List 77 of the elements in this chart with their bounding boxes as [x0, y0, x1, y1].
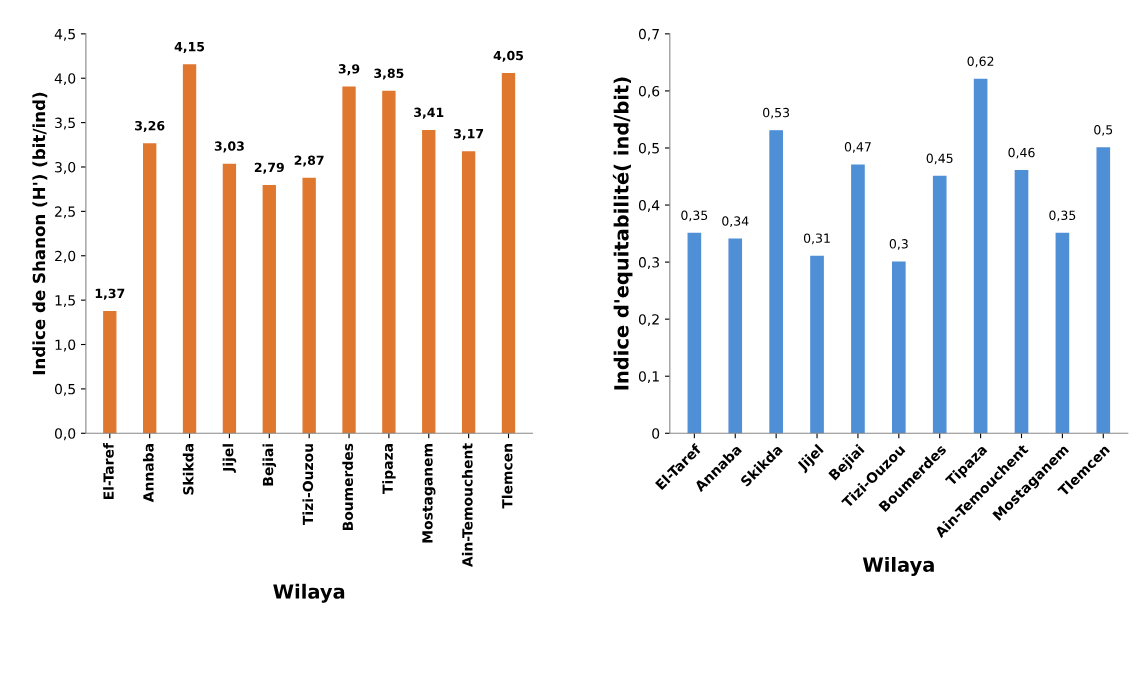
data-label: 0,47	[844, 142, 871, 153]
y-tick-label: 3,5	[55, 117, 75, 130]
data-label: 2,79	[254, 162, 284, 174]
y-tick-label: 0,1	[638, 371, 659, 384]
x-axis-title: Wilaya	[273, 583, 345, 603]
bar	[851, 164, 865, 434]
bar	[262, 184, 276, 434]
bar	[222, 163, 237, 434]
y-tick-label: 0,2	[638, 314, 659, 327]
y-tick-label: 1,5	[55, 295, 75, 308]
data-label: 0,46	[1008, 147, 1035, 159]
y-tick-label: 4,5	[54, 29, 75, 41]
bar	[1014, 170, 1029, 434]
y-tick-label: 1,0	[55, 339, 76, 352]
data-label: 0,34	[722, 216, 749, 228]
y-tick-label: 2,0	[55, 250, 76, 263]
x-tick-label: El-Taref	[103, 442, 114, 500]
bar	[1055, 232, 1070, 434]
y-axis-title: Indice de Shanon (H') (bit/ind)	[32, 92, 48, 375]
x-axis-title: Wilaya	[862, 556, 934, 576]
x-tick-label: Boumerdes	[342, 443, 354, 531]
data-label: 0,31	[803, 233, 830, 245]
data-label: 0,5	[1094, 124, 1113, 136]
x-tick-label: Ain-Temouchent	[461, 443, 473, 568]
bar	[769, 130, 783, 434]
bar	[687, 232, 702, 434]
data-label: 2,87	[294, 155, 324, 167]
data-label: 3,9	[338, 64, 360, 76]
data-label: 4,05	[493, 50, 524, 62]
bar	[302, 177, 316, 434]
bar	[142, 143, 157, 434]
y-tick-label: 0,3	[638, 257, 659, 269]
y-tick-label: 4,0	[54, 73, 76, 86]
bar	[728, 238, 743, 434]
y-tick-label: 0,5	[54, 383, 75, 396]
bar	[103, 310, 117, 434]
bar	[501, 73, 516, 434]
data-label: 3,03	[214, 141, 244, 153]
x-tick-label: Annaba	[142, 444, 154, 503]
data-label: 3,85	[374, 68, 404, 80]
y-tick-label: 0,0	[54, 428, 76, 441]
data-label: 3,26	[135, 120, 165, 132]
bar	[182, 64, 197, 434]
data-label: 3,41	[414, 107, 444, 119]
data-label: 1,37	[95, 288, 125, 300]
bar	[461, 151, 476, 434]
data-label: 0,53	[763, 107, 790, 119]
x-tick-label: Bejiai	[262, 444, 277, 486]
bar	[932, 175, 947, 434]
x-tick-label: Tlemcen	[501, 444, 513, 509]
data-label: 0,35	[1049, 210, 1076, 222]
y-tick-label: 0,7	[638, 28, 659, 41]
data-label: 0,3	[889, 239, 908, 250]
y-tick-label: 0,5	[638, 142, 659, 155]
data-label: 3,17	[454, 128, 484, 140]
bar	[891, 261, 906, 434]
bar	[342, 86, 356, 434]
x-tick-label: Mostaganem	[422, 444, 436, 543]
y-tick-label: 2,5	[55, 206, 75, 219]
y-tick-label: 0,4	[638, 200, 660, 212]
data-label: 0,35	[681, 210, 708, 222]
y-axis-title: Indice d'equitabilité( ind/bit)	[612, 77, 633, 390]
x-tick-label: Tizi-Ouzou	[302, 444, 314, 525]
y-tick-label: 3,0	[55, 161, 76, 174]
y-tick-label: 0	[652, 428, 660, 439]
bar	[973, 78, 988, 434]
bar	[810, 255, 824, 434]
x-tick-label: Skikda	[182, 444, 194, 495]
data-label: 0,45	[926, 153, 953, 165]
x-tick-label: Jijel	[222, 444, 237, 473]
data-label: 4,15	[174, 42, 205, 53]
bar	[1096, 147, 1111, 434]
y-tick-label: 0,6	[638, 85, 660, 98]
bar	[382, 90, 396, 434]
bar	[422, 129, 436, 434]
x-tick-label: Tipaza	[382, 444, 396, 494]
data-label: 0,62	[967, 56, 994, 68]
